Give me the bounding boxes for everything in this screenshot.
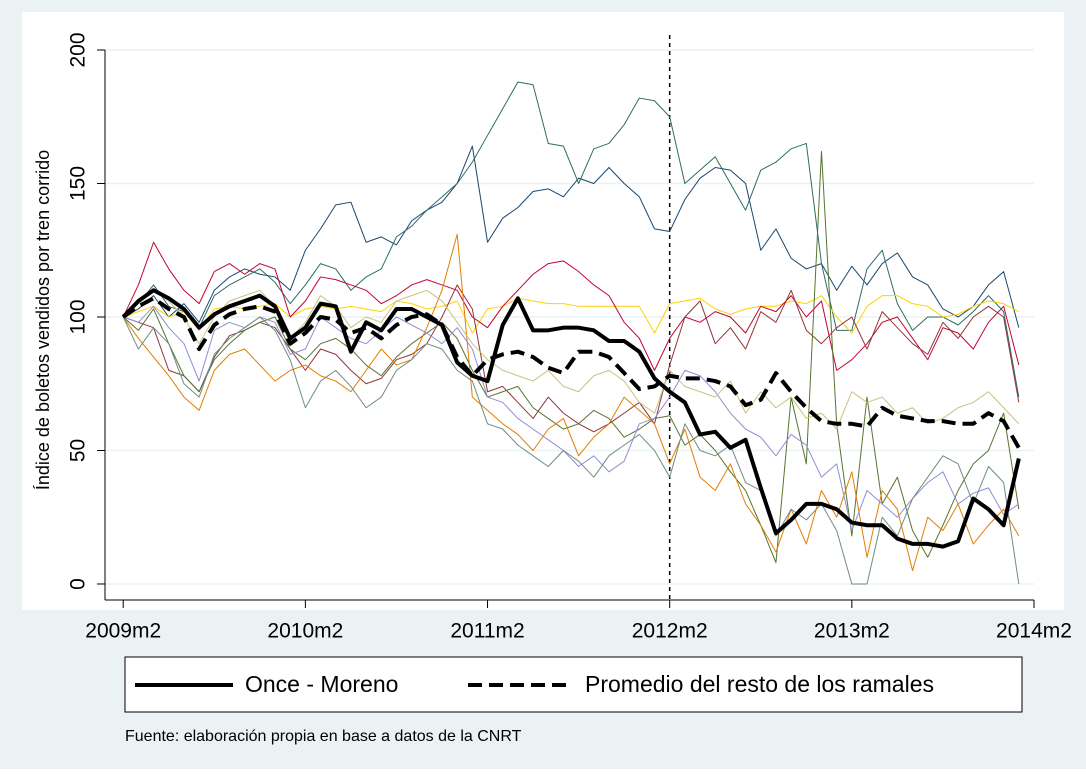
- series-line: [122, 145, 1020, 328]
- y-tick-label: 200: [67, 32, 90, 67]
- note: Fuente: elaboración propia en base a dat…: [125, 728, 522, 745]
- x-tick-label: 2013m2: [814, 620, 890, 643]
- series-line: [122, 150, 1020, 564]
- series-line: [122, 316, 1020, 585]
- y-tick-label: 0: [67, 578, 90, 590]
- x-tick-label: 2011m2: [450, 620, 524, 643]
- x-tick-label: 2012m2: [632, 620, 708, 643]
- plot-region: [22, 12, 1064, 610]
- legend: [124, 656, 1023, 713]
- series-line: [122, 81, 1020, 398]
- series-line: [122, 241, 1020, 371]
- x-tick-label: 2009m2: [85, 620, 161, 643]
- series-line: [122, 296, 1021, 449]
- y-axis-title: Índice de boletos vendidos por tren corr…: [33, 150, 53, 490]
- x-tick-label: 2010m2: [267, 620, 343, 643]
- y-tick-label: 50: [67, 439, 90, 462]
- y-tick-label: 100: [67, 299, 90, 334]
- x-tick-label: 2014m2: [996, 620, 1072, 643]
- y-tick-label: 150: [67, 166, 90, 201]
- series-line: [123, 305, 1020, 532]
- series-line: [121, 288, 1021, 549]
- legend-label: Promedio del resto de los ramales: [585, 671, 934, 697]
- series-line: [122, 233, 1020, 572]
- legend-label: Once - Moreno: [245, 671, 398, 697]
- series-line: [123, 284, 1020, 433]
